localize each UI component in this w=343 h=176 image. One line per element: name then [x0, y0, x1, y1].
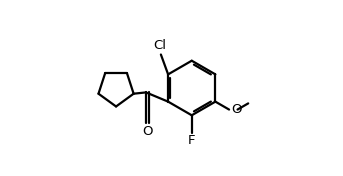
Text: F: F [188, 134, 196, 147]
Text: Cl: Cl [154, 39, 166, 52]
Text: O: O [231, 103, 241, 116]
Text: O: O [142, 125, 153, 138]
